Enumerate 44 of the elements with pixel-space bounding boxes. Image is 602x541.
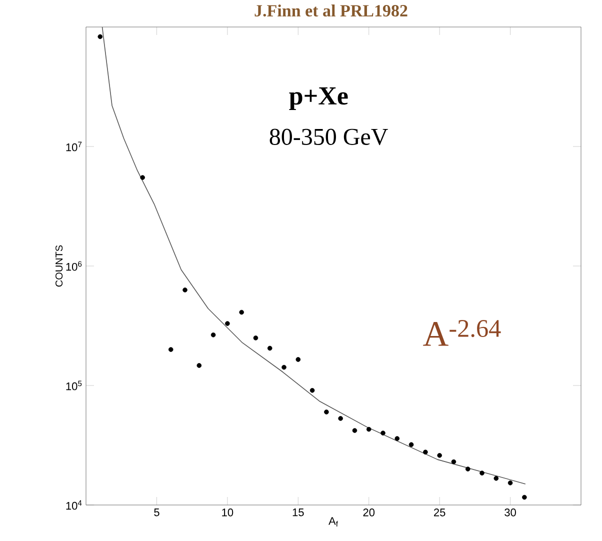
point bbox=[338, 416, 343, 421]
point bbox=[196, 363, 202, 368]
x-axis-title: A$_{f}$ bbox=[328, 517, 338, 527]
point bbox=[494, 476, 499, 481]
y-tick-label: 10$^{7}$ bbox=[66, 142, 82, 152]
point bbox=[423, 450, 428, 455]
x-tick-label: 10 bbox=[222, 508, 234, 516]
point bbox=[437, 453, 442, 458]
point bbox=[480, 470, 484, 476]
point bbox=[394, 436, 400, 441]
point bbox=[253, 336, 258, 340]
point bbox=[140, 175, 145, 180]
point bbox=[451, 459, 456, 464]
y-tick-label: 10$^{6}$ bbox=[66, 261, 82, 271]
y-tick-label: 10$^{5}$ bbox=[66, 380, 82, 390]
point bbox=[352, 428, 358, 433]
point bbox=[282, 364, 286, 370]
chart-title: J.Finn et al PRL1982 bbox=[254, 4, 408, 17]
point bbox=[267, 346, 272, 351]
x-tick-label: 15 bbox=[292, 508, 304, 516]
point bbox=[324, 410, 329, 414]
point bbox=[98, 34, 103, 40]
point bbox=[239, 310, 244, 315]
point bbox=[168, 347, 174, 352]
point bbox=[210, 332, 216, 338]
annotation: 80-350 GeV bbox=[270, 128, 388, 146]
annotation: p+Xe bbox=[289, 87, 348, 110]
point bbox=[182, 288, 188, 292]
point bbox=[380, 430, 386, 436]
x-tick-label: 25 bbox=[434, 508, 446, 516]
point bbox=[465, 466, 470, 472]
y-axis-title: COUNTS bbox=[56, 245, 63, 287]
point bbox=[522, 494, 527, 500]
annotation: A$^{-2.64}$ bbox=[423, 320, 501, 346]
x-tick-label: 30 bbox=[504, 508, 516, 516]
x-tick-label: 5 bbox=[154, 508, 160, 516]
point bbox=[408, 442, 414, 448]
y-tick-label: 10$^{4}$ bbox=[66, 500, 82, 510]
point bbox=[225, 321, 230, 326]
point bbox=[310, 388, 315, 393]
point bbox=[366, 426, 372, 432]
point bbox=[296, 357, 301, 362]
x-tick-label: 20 bbox=[363, 508, 375, 516]
point bbox=[508, 480, 513, 486]
